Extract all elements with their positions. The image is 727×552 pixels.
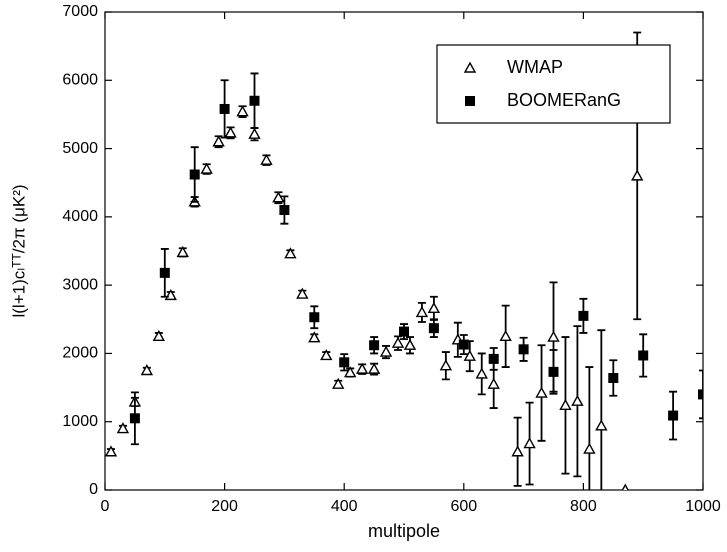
data-point: [458, 339, 469, 350]
data-point: [583, 442, 596, 454]
data-point: [249, 95, 260, 106]
data-point: [488, 353, 499, 364]
data-point: [219, 103, 230, 114]
data-point: [236, 105, 249, 117]
legend-marker: [463, 61, 477, 73]
x-tick-label: 400: [331, 498, 358, 515]
data-point: [105, 445, 118, 457]
plot-frame: [104, 11, 704, 491]
data-point: [595, 419, 608, 431]
data-point: [176, 245, 189, 258]
data-point: [559, 398, 572, 411]
data-point: [200, 162, 213, 174]
data-point: [260, 153, 273, 165]
data-point: [332, 377, 345, 389]
data-point: [638, 350, 649, 361]
x-tick-label: 1000: [685, 498, 721, 515]
x-tick-label: 0: [101, 498, 110, 515]
data-point: [578, 310, 589, 321]
data-point: [248, 127, 261, 139]
data-point: [518, 344, 529, 355]
x-tick-label: 800: [570, 498, 597, 515]
data-point: [116, 422, 130, 434]
y-tick-label: 3000: [62, 276, 98, 293]
data-point: [308, 331, 321, 343]
y-tick-label: 6000: [62, 72, 98, 89]
plot-area: [105, 31, 703, 490]
data-point: [499, 329, 512, 342]
data-point: [391, 336, 405, 348]
data-point: [439, 359, 453, 371]
legend-marker: [465, 96, 475, 106]
data-point: [309, 312, 320, 323]
data-point: [369, 340, 380, 351]
data-point: [621, 483, 629, 490]
data-point: [698, 389, 703, 400]
data-point: [631, 169, 644, 181]
data-point: [415, 306, 429, 318]
data-point: [355, 362, 369, 374]
data-point: [343, 366, 357, 378]
data-point: [547, 330, 560, 342]
data-point: [284, 247, 297, 259]
data-point: [212, 135, 225, 147]
data-point: [511, 445, 524, 457]
y-tick-label: 7000: [62, 3, 98, 20]
x-tick-label: 200: [211, 498, 238, 515]
legend: WMAP BOOMERanG: [436, 44, 671, 124]
data-point: [296, 287, 309, 299]
y-tick-label: 0: [89, 481, 98, 498]
x-tick-label: 600: [450, 498, 477, 515]
data-point: [339, 357, 350, 368]
data-point: [279, 205, 290, 216]
data-point: [487, 377, 500, 389]
y-axis-label: l(l+1)cₗᵀᵀ/2π (μK²): [9, 184, 28, 317]
data-point: [668, 410, 679, 421]
data-point: [189, 169, 200, 180]
data-point: [129, 413, 140, 424]
y-tick-label: 4000: [62, 208, 98, 225]
data-point: [320, 349, 333, 361]
data-point: [475, 367, 488, 379]
data-point: [548, 366, 559, 377]
data-point: [403, 338, 417, 350]
data-point: [427, 301, 441, 314]
data-point: [571, 394, 584, 406]
y-tick-label: 1000: [62, 413, 98, 430]
data-point: [379, 345, 393, 357]
data-point: [608, 373, 619, 384]
legend-label: BOOMERanG: [507, 90, 621, 110]
data-point: [463, 349, 476, 361]
data-point: [224, 126, 237, 138]
data-point: [428, 323, 439, 334]
x-axis-label: multipole: [368, 521, 440, 541]
y-tick-label: 2000: [62, 345, 98, 362]
data-point: [399, 326, 409, 337]
data-point: [367, 362, 381, 374]
data-point: [523, 437, 536, 449]
error-bar: [699, 369, 703, 420]
legend-box: [436, 44, 671, 124]
data-point: [159, 267, 170, 278]
data-point: [140, 364, 154, 376]
y-tick-label: 5000: [62, 140, 98, 157]
data-point: [152, 329, 166, 342]
data-point: [535, 386, 548, 398]
legend-label: WMAP: [507, 57, 563, 77]
